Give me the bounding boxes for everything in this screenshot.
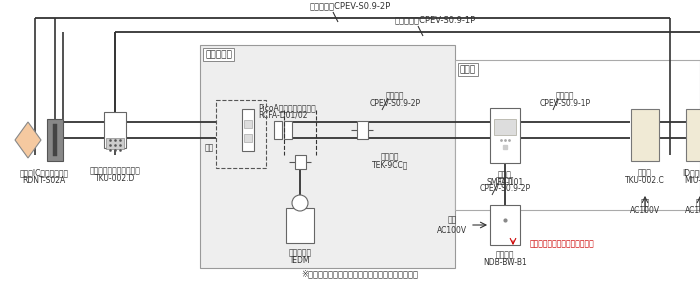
Text: 非接触ICカードリーダ: 非接触ICカードリーダ: [20, 168, 69, 177]
Text: ケーブル: ケーブル: [556, 91, 574, 100]
Bar: [242, 109, 254, 151]
Text: PicoA扉付カードリーダ: PicoA扉付カードリーダ: [258, 103, 316, 112]
Text: CPEV-S0.9-1P: CPEV-S0.9-1P: [540, 99, 591, 108]
Text: 操作盤: 操作盤: [498, 170, 512, 179]
Text: CPEV-S0.9-2P: CPEV-S0.9-2P: [480, 184, 531, 193]
Bar: [244, 120, 252, 128]
Text: 電源: 電源: [640, 198, 650, 207]
Text: 制御器: 制御器: [638, 168, 652, 177]
Text: ケーブル　CPEV-S0.9-2P: ケーブル CPEV-S0.9-2P: [309, 1, 391, 10]
Text: TEK-9CC等: TEK-9CC等: [372, 160, 408, 169]
Bar: [106, 137, 124, 148]
Text: AC100V: AC100V: [630, 206, 660, 215]
Text: IEDM: IEDM: [290, 256, 309, 265]
Bar: [286, 208, 314, 242]
Bar: [244, 134, 252, 142]
Text: TKU-002.C: TKU-002.C: [625, 176, 665, 185]
Bar: [356, 121, 368, 139]
Text: マジカルテンキー操作器: マジカルテンキー操作器: [90, 166, 141, 175]
Text: ケーブル　CPEV-S0.9-1P: ケーブル CPEV-S0.9-1P: [394, 15, 475, 24]
Text: ケーブル: ケーブル: [496, 176, 514, 185]
Bar: [47, 119, 63, 161]
Circle shape: [292, 195, 308, 211]
Text: 必ずアースに接続してください: 必ずアースに接続してください: [530, 239, 595, 248]
Bar: [631, 109, 659, 161]
Bar: [274, 121, 282, 139]
Bar: [455, 60, 700, 210]
Bar: [200, 45, 455, 268]
Text: CPEV-S0.9-2P: CPEV-S0.9-2P: [370, 99, 421, 108]
Text: RCFA-D01/02: RCFA-D01/02: [258, 111, 307, 120]
Text: 電源: 電源: [695, 198, 700, 207]
Bar: [216, 100, 266, 168]
Text: 扉内配線図: 扉内配線図: [205, 50, 232, 59]
Text: 空錠: 空錠: [204, 143, 214, 152]
Bar: [295, 155, 305, 169]
Text: TKU-002.D: TKU-002.D: [94, 174, 135, 183]
Text: 電源装置: 電源装置: [496, 250, 514, 259]
Bar: [686, 109, 700, 161]
Text: NDB-BW-B1: NDB-BW-B1: [483, 258, 527, 267]
Text: AC100V: AC100V: [685, 206, 700, 215]
Polygon shape: [15, 122, 41, 158]
Text: ケーブル: ケーブル: [386, 91, 405, 100]
Text: RDNT-S02A: RDNT-S02A: [22, 176, 66, 185]
Bar: [53, 124, 57, 156]
Bar: [490, 107, 520, 163]
Bar: [490, 205, 520, 245]
Text: 本締電気錠: 本締電気錠: [288, 248, 312, 257]
Bar: [494, 119, 516, 135]
Bar: [284, 121, 292, 139]
Text: MIU-201: MIU-201: [685, 176, 700, 185]
Text: 室内側: 室内側: [460, 65, 476, 74]
Text: ※取付方法については別途打ち合わせが必要です。: ※取付方法については別途打ち合わせが必要です。: [302, 269, 419, 278]
Text: 通電金具: 通電金具: [381, 152, 399, 161]
Text: 電源
AC100V: 電源 AC100V: [437, 215, 467, 235]
Text: ID照合ユニット: ID照合ユニット: [682, 168, 700, 177]
Bar: [104, 112, 126, 148]
Text: SMFA-101: SMFA-101: [486, 178, 524, 187]
